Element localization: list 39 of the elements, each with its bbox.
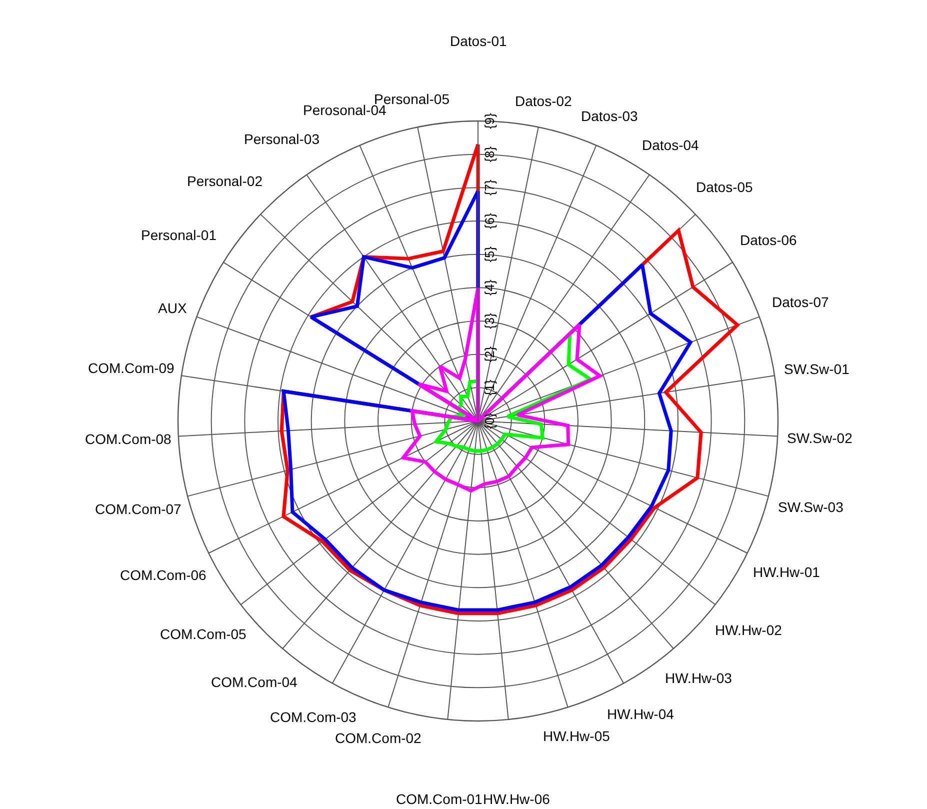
spoke-label: HW.Hw-04 [607, 706, 674, 722]
spoke-label: HW.Hw-02 [715, 622, 782, 638]
y-tick-label: {3} [482, 312, 498, 329]
spoke-label: HW.Hw-03 [665, 670, 732, 686]
y-tick-label: {6} [482, 212, 498, 229]
spoke-label: SW.Sw-01 [784, 361, 850, 377]
spoke-label: Personal-03 [244, 131, 320, 147]
spoke-label: COM.Com-03 [270, 709, 357, 725]
spoke-label: AUX [158, 300, 188, 316]
spoke-label: SW.Sw-02 [787, 430, 853, 446]
spoke-label: COM.Com-06 [120, 567, 207, 583]
spoke-label: Datos-06 [740, 232, 798, 248]
spoke-label: COM.Com-02 [335, 730, 422, 746]
spoke-label: Datos-05 [696, 179, 754, 195]
spoke-label: HW.Hw-06 [483, 791, 550, 807]
spoke-label: HW.Hw-01 [753, 564, 820, 580]
spoke-label: Personal-02 [187, 173, 263, 189]
spoke-label: Datos-01 [450, 33, 508, 49]
y-tick-label: {0} [482, 412, 498, 429]
spoke-label: Datos-02 [515, 93, 572, 109]
spoke-label: Datos-04 [642, 137, 700, 153]
spoke-label: Datos-03 [581, 108, 638, 124]
y-tick-label: {1} [482, 379, 498, 396]
spoke-label: COM.Com-05 [160, 626, 247, 642]
y-tick-label: {5} [482, 246, 498, 262]
spoke-label: COM.Com-04 [211, 674, 298, 690]
spoke-label: COM.Com-08 [85, 431, 172, 447]
y-tick-label: {7} [482, 179, 498, 196]
spoke-label: Datos-07 [772, 294, 830, 310]
y-tick-label: {4} [482, 279, 498, 296]
y-tick-label: {8} [482, 146, 498, 162]
spoke-label: Personal-01 [141, 227, 217, 243]
spoke-label: HW.Hw-05 [543, 728, 610, 744]
spoke-label: COM.Com-09 [88, 360, 175, 376]
spoke-label: COM.Com-01 [396, 791, 483, 807]
y-tick-label: {9} [482, 112, 498, 129]
y-tick-label: {2} [482, 346, 498, 362]
spoke-label: COM.Com-07 [95, 501, 182, 517]
spoke-label: SW.Sw-03 [778, 499, 844, 515]
